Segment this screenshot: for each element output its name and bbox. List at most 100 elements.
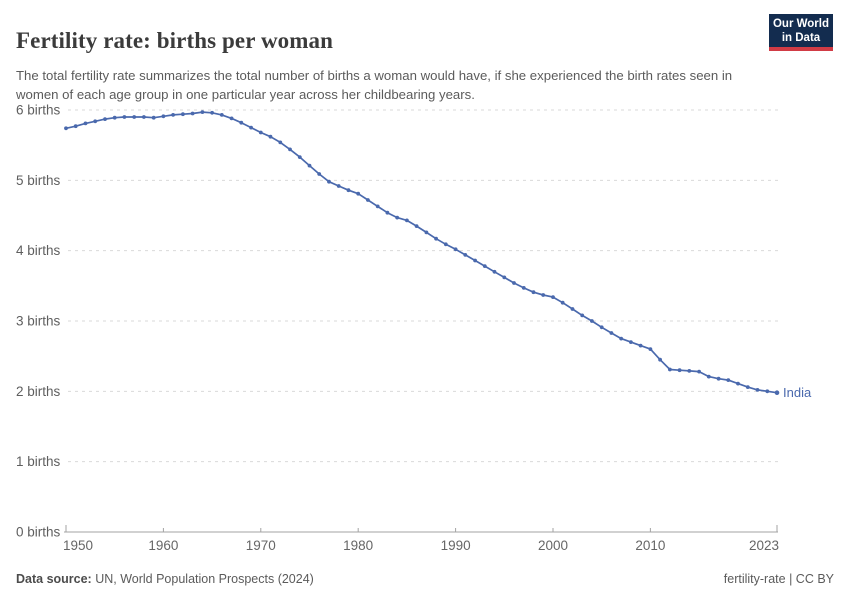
data-point	[706, 374, 711, 379]
page-title: Fertility rate: births per woman	[16, 28, 334, 54]
x-tick-label: 1990	[441, 538, 471, 553]
data-point	[142, 115, 146, 119]
y-tick-label: 3 births	[16, 314, 61, 329]
data-point	[668, 367, 672, 372]
x-tick-label: 2010	[635, 538, 665, 553]
data-point	[560, 300, 565, 305]
data-point	[249, 125, 254, 130]
data-point	[229, 116, 234, 121]
data-point	[307, 163, 312, 168]
data-point	[395, 215, 400, 220]
data-point	[132, 115, 137, 119]
data-point	[434, 236, 438, 241]
data-point	[599, 325, 604, 330]
chart-subtitle: The total fertility rate summarizes the …	[16, 68, 733, 103]
data-point	[288, 147, 292, 152]
data-point	[83, 121, 88, 126]
data-point	[278, 140, 283, 145]
data-point	[93, 119, 98, 124]
data-source-label: Data source:	[16, 572, 92, 586]
data-point	[755, 388, 760, 392]
data-point	[112, 115, 117, 120]
data-point	[463, 253, 468, 257]
x-tick-label: 1950	[63, 538, 93, 553]
data-point	[453, 247, 458, 252]
data-point	[745, 385, 750, 389]
data-point	[473, 258, 477, 263]
data-source-note: Data source: UN, World Population Prospe…	[16, 572, 314, 586]
data-point	[531, 290, 536, 295]
data-point	[73, 124, 78, 129]
x-tick-label: 1980	[343, 538, 373, 553]
y-tick-label: 4 births	[16, 243, 61, 258]
data-point	[697, 369, 701, 374]
data-point	[219, 113, 224, 117]
data-point	[151, 115, 156, 120]
data-point	[619, 336, 624, 341]
owid-logo-line1: Our World	[772, 17, 829, 30]
data-point	[375, 204, 380, 209]
x-tick-label: 2023	[749, 538, 779, 553]
data-point	[161, 114, 166, 119]
data-point	[638, 343, 643, 348]
y-tick-label: 0 births	[16, 525, 61, 540]
y-tick-label: 1 births	[16, 454, 61, 469]
y-tick-label: 2 births	[16, 384, 61, 399]
data-point	[239, 120, 244, 125]
data-point	[385, 210, 390, 215]
x-tick-label: 2000	[538, 538, 568, 553]
data-point	[590, 319, 594, 323]
data-point	[346, 188, 351, 193]
data-point	[512, 281, 516, 285]
data-point	[405, 218, 409, 223]
data-point	[297, 155, 302, 160]
data-point	[629, 340, 633, 344]
data-point	[122, 115, 127, 119]
owid-logo-line2: in Data	[781, 31, 821, 44]
data-point	[774, 390, 780, 396]
data-point	[356, 191, 361, 196]
data-point	[103, 117, 107, 121]
data-point	[677, 368, 682, 373]
data-point	[327, 179, 331, 184]
y-tick-label: 5 births	[16, 173, 61, 188]
data-point	[580, 313, 585, 318]
data-point	[502, 275, 507, 280]
data-point	[736, 381, 740, 386]
data-source-value: UN, World Population Prospects (2024)	[91, 572, 314, 586]
data-point	[336, 184, 341, 188]
data-point	[317, 172, 322, 176]
y-tick-label: 6 births	[16, 103, 61, 118]
data-point	[716, 376, 721, 381]
data-point	[541, 293, 546, 297]
data-point	[414, 224, 419, 229]
fertility-line	[65, 111, 778, 394]
data-point	[551, 295, 555, 299]
x-tick-label: 1970	[246, 538, 276, 553]
data-point	[765, 389, 770, 394]
data-point	[190, 111, 195, 116]
data-point	[366, 198, 370, 202]
data-point	[609, 331, 614, 335]
data-point	[171, 113, 176, 117]
data-point	[570, 307, 575, 311]
data-point	[181, 112, 185, 117]
data-point	[658, 357, 662, 362]
data-point	[443, 242, 448, 247]
data-point	[648, 347, 653, 351]
license-note: fertility-rate | CC BY	[723, 572, 834, 586]
chart-footer: Data source: UN, World Population Prospe…	[16, 572, 834, 586]
data-point	[726, 378, 731, 382]
data-point	[258, 130, 263, 135]
entity-label: India	[783, 385, 812, 400]
data-point	[64, 126, 68, 131]
data-point	[687, 369, 692, 373]
data-point	[492, 269, 497, 274]
data-point	[424, 230, 429, 235]
data-point	[268, 134, 273, 139]
data-point	[200, 110, 205, 114]
data-point	[521, 286, 526, 290]
data-point	[482, 264, 487, 268]
